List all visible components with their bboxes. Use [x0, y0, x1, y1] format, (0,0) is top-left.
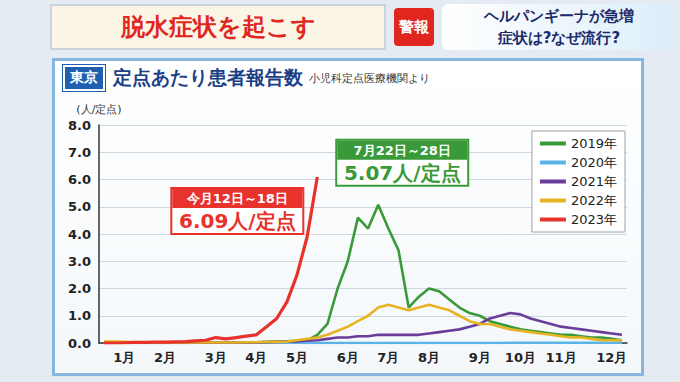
- svg-text:6.0: 6.0: [68, 172, 91, 187]
- svg-text:2022年: 2022年: [571, 193, 617, 208]
- html-text:ヘルパンギーナが急増: ヘルパンギーナが急増: [484, 7, 634, 25]
- svg-text:7月22日～28日: 7月22日～28日: [354, 143, 451, 158]
- svg-text:2020年: 2020年: [571, 155, 617, 170]
- svg-text:2021年: 2021年: [571, 174, 617, 189]
- svg-text:3月: 3月: [205, 350, 227, 365]
- svg-text:6.09人/定点: 6.09人/定点: [179, 209, 296, 233]
- svg-text:3.0: 3.0: [68, 254, 91, 269]
- svg-text:5.0: 5.0: [68, 199, 91, 214]
- svg-text:1.0: 1.0: [68, 308, 91, 323]
- svg-text:8.0: 8.0: [68, 118, 91, 133]
- svg-text:10月: 10月: [505, 350, 536, 365]
- svg-text:2.0: 2.0: [68, 281, 91, 296]
- html-text:警報: 警報: [399, 18, 429, 36]
- html-text:脱水症状を起こす: 脱水症状を起こす: [120, 13, 316, 41]
- svg-text:今月12日～18日: 今月12日～18日: [186, 191, 288, 206]
- svg-text:2019年: 2019年: [571, 136, 617, 151]
- svg-text:2023年: 2023年: [571, 212, 617, 227]
- html-text:定点あたり患者報告数 小児科定点医療機関より: 定点あたり患者報告数 小児科定点医療機関より: [113, 66, 430, 88]
- svg-text:5.07人/定点: 5.07人/定点: [344, 161, 461, 185]
- svg-text:12月: 12月: [596, 350, 627, 365]
- html-text:東京: 東京: [70, 69, 98, 85]
- svg-text:2月: 2月: [154, 350, 176, 365]
- svg-text:1月: 1月: [113, 350, 135, 365]
- svg-text:4月: 4月: [245, 350, 267, 365]
- svg-text:7.0: 7.0: [68, 145, 91, 160]
- svg-text:4.0: 4.0: [68, 227, 91, 242]
- svg-text:5月: 5月: [286, 350, 308, 365]
- svg-text:(人/定点): (人/定点): [76, 103, 121, 116]
- html-text:症状は?なぜ流行?: 症状は?なぜ流行?: [497, 29, 621, 47]
- svg-text:6月: 6月: [337, 350, 359, 365]
- svg-text:9月: 9月: [469, 350, 491, 365]
- svg-text:11月: 11月: [545, 350, 576, 365]
- svg-text:8月: 8月: [418, 350, 440, 365]
- svg-text:0.0: 0.0: [68, 336, 91, 351]
- svg-text:7月: 7月: [377, 350, 399, 365]
